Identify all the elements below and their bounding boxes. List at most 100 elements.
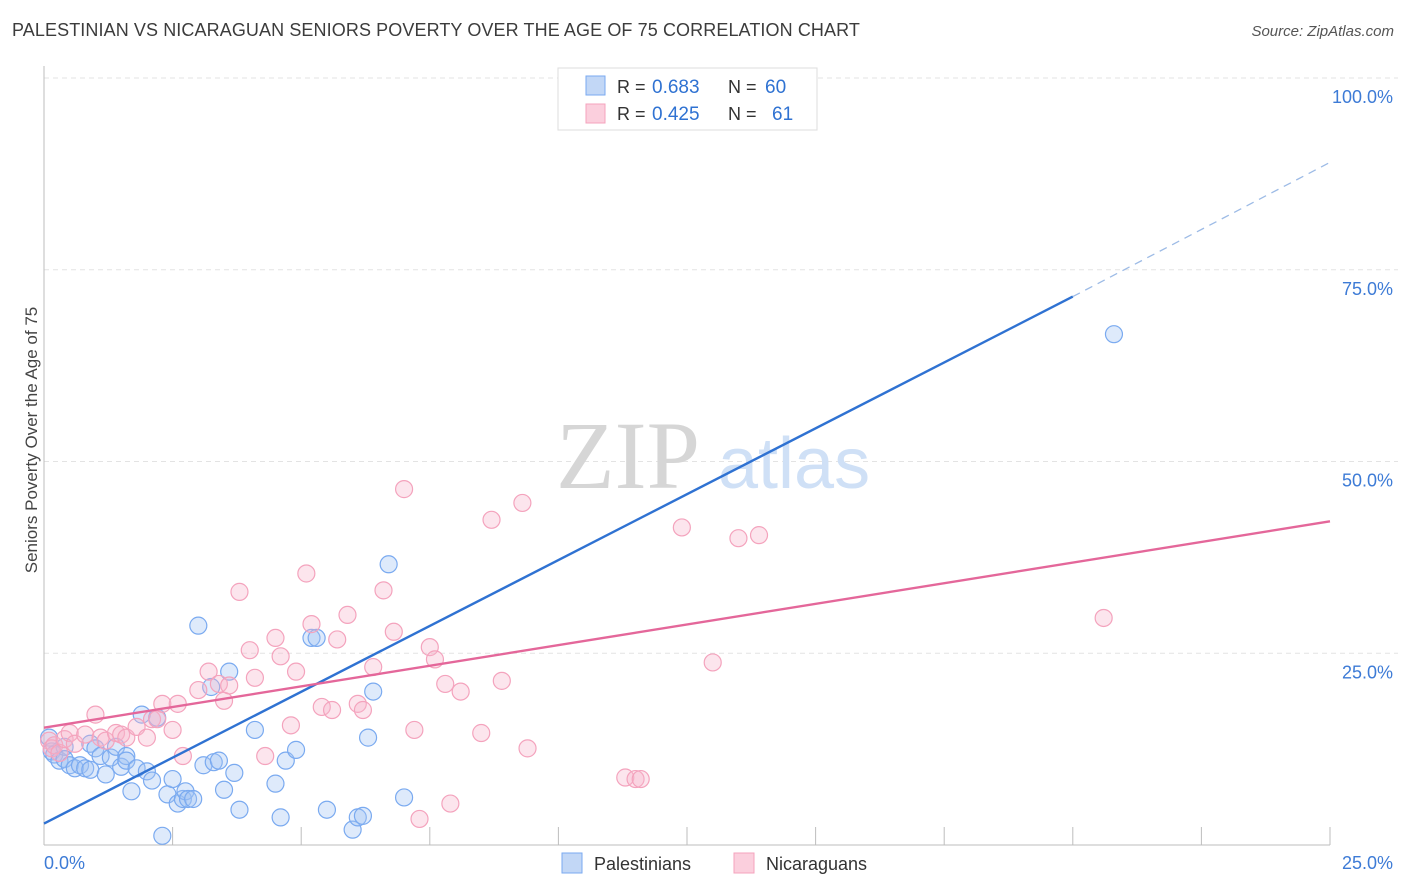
point-palestinians bbox=[302, 628, 321, 648]
point-nicaraguans bbox=[410, 809, 429, 829]
point-palestinians bbox=[163, 769, 182, 789]
point-nicaraguans bbox=[384, 622, 403, 641]
point-nicaraguans bbox=[338, 605, 357, 625]
point-nicaraguans bbox=[96, 731, 115, 750]
point-nicaraguans bbox=[312, 697, 331, 717]
point-nicaraguans bbox=[230, 582, 249, 601]
point-nicaraguans bbox=[482, 510, 501, 529]
point-palestinians bbox=[230, 800, 249, 819]
point-nicaraguans bbox=[168, 694, 187, 713]
point-palestinians bbox=[1104, 325, 1124, 344]
point-palestinians bbox=[101, 748, 120, 767]
point-nicaraguans bbox=[281, 716, 301, 735]
trend-lines bbox=[43, 161, 1331, 825]
legend-swatch-palestinians bbox=[561, 852, 583, 874]
point-palestinians bbox=[178, 789, 198, 809]
point-nicaraguans bbox=[672, 518, 691, 537]
stats-legend: R = 0.683 N = 60 R = 0.425 N = 61 bbox=[557, 67, 818, 131]
stats-r-label-2: R = bbox=[617, 104, 646, 124]
point-nicaraguans bbox=[112, 725, 131, 744]
y-tick-label: 25.0% bbox=[1342, 662, 1393, 682]
point-nicaraguans bbox=[245, 668, 265, 687]
point-nicaraguans bbox=[286, 662, 306, 681]
point-nicaraguans bbox=[256, 746, 275, 766]
point-nicaraguans bbox=[163, 720, 182, 740]
y-tick-label: 75.0% bbox=[1342, 279, 1393, 299]
point-nicaraguans bbox=[374, 581, 393, 600]
chart-source: Source: ZipAtlas.com bbox=[1251, 23, 1394, 40]
point-palestinians bbox=[220, 662, 239, 681]
stats-n-value-1: 60 bbox=[765, 77, 786, 98]
point-nicaraguans bbox=[297, 564, 316, 583]
point-nicaraguans bbox=[148, 710, 167, 729]
point-nicaraguans bbox=[518, 739, 537, 758]
point-nicaraguans bbox=[322, 700, 342, 720]
point-nicaraguans bbox=[76, 725, 95, 744]
point-nicaraguans bbox=[302, 615, 321, 634]
point-nicaraguans bbox=[50, 743, 69, 763]
point-palestinians bbox=[142, 771, 162, 790]
stats-r-value-1: 0.683 bbox=[652, 77, 700, 98]
trend-line-nicaraguans bbox=[43, 520, 1331, 729]
point-palestinians bbox=[245, 720, 265, 740]
point-palestinians bbox=[266, 774, 285, 793]
point-nicaraguans bbox=[189, 680, 208, 700]
axes bbox=[43, 66, 1331, 846]
point-palestinians bbox=[184, 789, 203, 809]
x-tick-labels: 0.0% 25.0% bbox=[44, 853, 1393, 873]
stats-n-label-1: N = bbox=[728, 77, 757, 97]
legend-swatch-nicaraguans bbox=[733, 852, 755, 874]
point-palestinians bbox=[379, 555, 398, 574]
y-tick-label: 50.0% bbox=[1342, 471, 1393, 491]
gridlines bbox=[44, 77, 1398, 654]
y-tick-label: 100.0% bbox=[1332, 87, 1393, 107]
point-palestinians bbox=[214, 780, 234, 799]
point-nicaraguans bbox=[631, 769, 650, 789]
stats-swatch-palestinians bbox=[585, 75, 606, 96]
point-palestinians bbox=[209, 751, 228, 770]
point-nicaraguans bbox=[451, 682, 470, 701]
data-points bbox=[40, 68, 1124, 845]
y-tick-labels: 25.0% 50.0% 75.0% 100.0% bbox=[1332, 87, 1393, 682]
point-palestinians bbox=[65, 759, 84, 778]
watermark-zip: ZIP bbox=[556, 402, 700, 509]
point-palestinians bbox=[394, 788, 414, 807]
x-tick-label-max: 25.0% bbox=[1342, 853, 1393, 873]
point-palestinians bbox=[225, 763, 244, 783]
point-nicaraguans bbox=[266, 628, 285, 648]
point-nicaraguans bbox=[405, 720, 424, 740]
stats-swatch-nicaraguans bbox=[585, 103, 606, 124]
point-palestinians bbox=[122, 782, 141, 801]
point-nicaraguans bbox=[271, 647, 290, 666]
point-palestinians bbox=[317, 800, 337, 819]
stats-r-value-2: 0.425 bbox=[652, 104, 700, 125]
legend-label-nicaraguans: Nicaraguans bbox=[766, 854, 867, 874]
point-palestinians bbox=[364, 682, 383, 701]
point-nicaraguans bbox=[240, 641, 259, 660]
point-nicaraguans bbox=[436, 674, 455, 694]
stats-n-value-2: 61 bbox=[772, 104, 793, 125]
chart-title: PALESTINIAN VS NICARAGUAN SENIORS POVERT… bbox=[12, 20, 860, 40]
point-palestinians bbox=[307, 628, 326, 648]
point-palestinians bbox=[70, 756, 90, 775]
x-tick-label-min: 0.0% bbox=[44, 853, 85, 873]
point-nicaraguans bbox=[394, 480, 414, 499]
point-nicaraguans bbox=[472, 723, 491, 743]
point-nicaraguans bbox=[626, 769, 645, 789]
point-nicaraguans bbox=[703, 653, 722, 672]
stats-r-label-1: R = bbox=[617, 77, 646, 97]
point-palestinians bbox=[358, 728, 378, 747]
stats-n-label-2: N = bbox=[728, 104, 757, 124]
legend-label-palestinians: Palestinians bbox=[594, 854, 691, 874]
y-axis-label: Seniors Poverty Over the Age of 75 bbox=[22, 306, 41, 574]
point-palestinians bbox=[189, 616, 208, 635]
trend-line-palestinians bbox=[43, 295, 1074, 825]
point-palestinians bbox=[153, 826, 172, 845]
point-nicaraguans bbox=[65, 734, 84, 753]
watermark-atlas: atlas bbox=[718, 424, 870, 504]
point-nicaraguans bbox=[328, 630, 347, 649]
point-nicaraguans bbox=[137, 728, 156, 747]
point-palestinians bbox=[271, 808, 290, 827]
series-legend: Palestinians Nicaraguans bbox=[561, 852, 867, 874]
